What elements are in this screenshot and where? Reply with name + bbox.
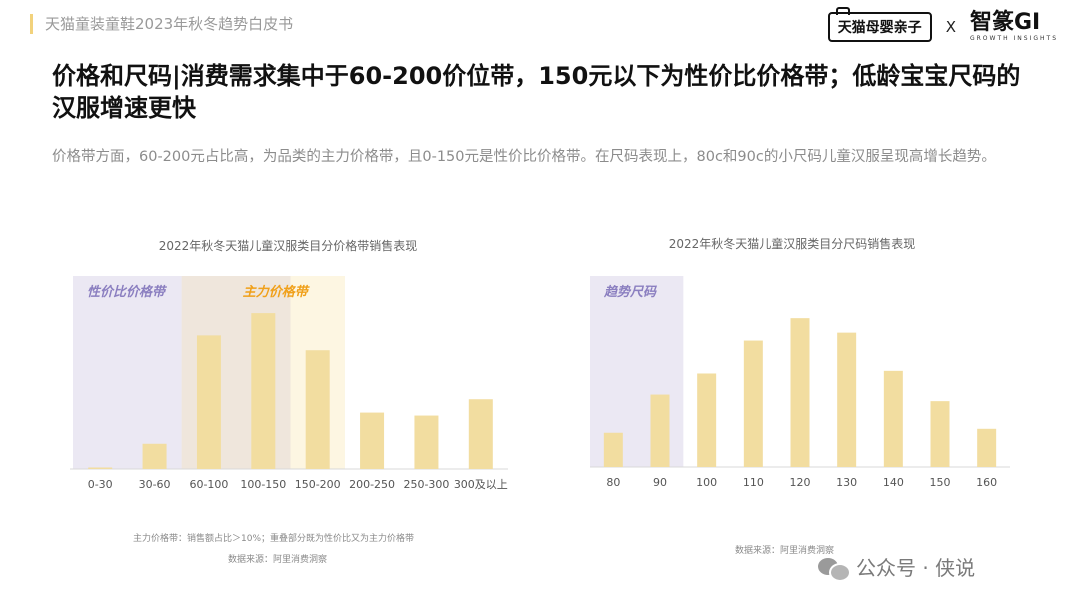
x-tick-label: 30-60: [139, 478, 171, 491]
bar: [360, 412, 385, 469]
bar: [196, 335, 221, 469]
page-description: 价格带方面，60-200元占比高，为品类的主力价格带，且0-150元是性价比价格…: [52, 149, 996, 165]
zone-label: 趋势尺码: [603, 284, 658, 300]
x-tick-label: 200-250: [349, 478, 395, 491]
bar: [697, 373, 717, 467]
brand-logos: 天猫母婴亲子 X 智篆GI GROWTH INSIGHTS: [827, 7, 1058, 42]
tmall-logo: 天猫母婴亲子: [827, 7, 932, 42]
bar: [305, 350, 330, 469]
x-tick-label: 150-200: [295, 478, 341, 491]
watermark-text: 公众号 · 侠说: [856, 556, 976, 580]
zone-label: 性价比价格带: [87, 284, 168, 300]
price-chart-source: 数据来源：阿里消费洞察: [228, 555, 328, 565]
x-tick-label: 120: [790, 476, 811, 489]
bar: [251, 313, 276, 469]
size-chart-source: 数据来源：阿里消费洞察: [735, 546, 835, 556]
bar: [743, 340, 763, 467]
zone-band: [590, 276, 684, 467]
x-tick-label: 0-30: [88, 478, 113, 491]
zone-label: 主力价格带: [243, 284, 311, 300]
chart-title: 2022年秋冬天猫儿童汉服类目分尺码销售表现: [669, 236, 916, 251]
gi-logo-subtext: GROWTH INSIGHTS: [969, 35, 1058, 42]
price-band-chart: 性价比价格带 主力价格带 2022年秋冬天猫儿童汉服类目分价格带销售表现 0-30…: [70, 238, 508, 491]
price-chart-footnote: 主力价格带：销售额占比＞10%；重叠部分既为性价比又为主力价格带: [133, 534, 415, 544]
bar: [883, 370, 903, 467]
bar: [930, 401, 950, 467]
x-tick-label: 60-100: [189, 478, 228, 491]
x-tick-label: 150: [930, 476, 951, 489]
bar: [837, 332, 857, 467]
gi-logo-text: 智篆GI: [969, 10, 1041, 35]
bar: [650, 394, 670, 467]
x-tick-label: 130: [836, 476, 857, 489]
x-tick-label: 90: [653, 476, 667, 489]
x-tick-label: 110: [743, 476, 764, 489]
x-tick-label: 250-300: [403, 478, 449, 491]
bar: [414, 415, 439, 469]
bar: [790, 318, 810, 467]
x-tick-label: 300及以上: [454, 478, 508, 491]
x-tick-label: 100-150: [240, 478, 286, 491]
bar: [468, 399, 493, 469]
x-tick-label: 80: [606, 476, 620, 489]
bar: [603, 432, 623, 467]
bar: [977, 428, 997, 467]
bar: [88, 467, 113, 469]
page-headline: 价格和尺码|消费需求集中于60-200价位带，150元以下为性价比价格带；低龄宝…: [52, 62, 1021, 122]
wechat-icon: [818, 556, 851, 582]
gi-logo: 智篆GI GROWTH INSIGHTS: [970, 12, 1058, 42]
x-tick-label: 100: [696, 476, 717, 489]
bar: [142, 443, 167, 469]
brand-separator: X: [945, 18, 956, 36]
wechat-watermark: 公众号 · 侠说: [818, 552, 976, 582]
chart-title: 2022年秋冬天猫儿童汉服类目分价格带销售表现: [159, 238, 418, 253]
document-title: 天猫童装童鞋2023年秋冬趋势白皮书: [30, 14, 293, 34]
x-tick-label: 140: [883, 476, 904, 489]
x-tick-label: 160: [976, 476, 997, 489]
